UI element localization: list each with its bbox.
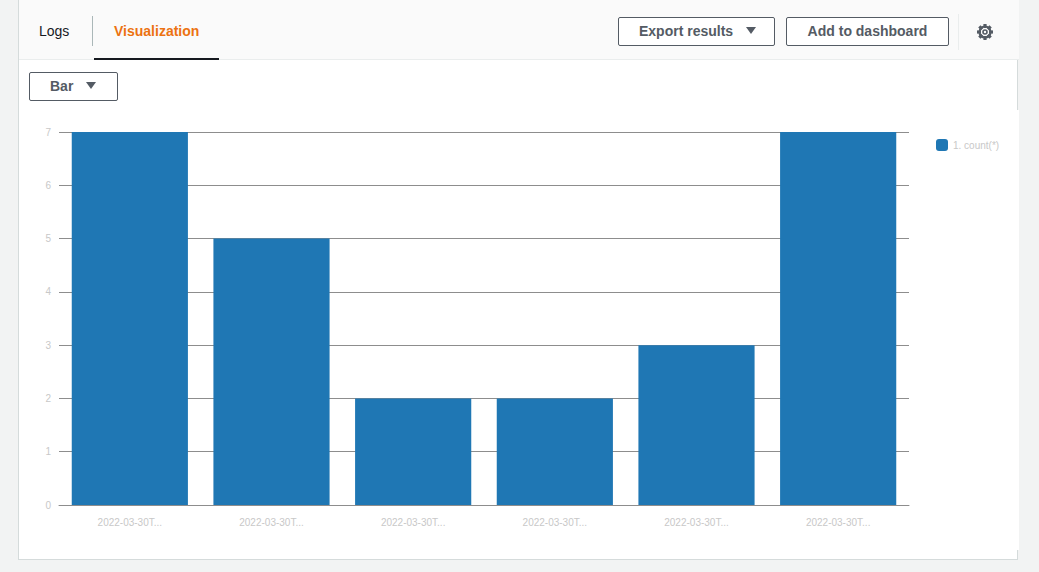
svg-text:1: 1 [45,446,51,457]
svg-text:7: 7 [45,127,51,138]
svg-text:2022-03-30T...: 2022-03-30T... [523,517,588,528]
svg-text:5: 5 [45,233,51,244]
html-text:Visualization: Visualization [114,23,200,39]
svg-text:2022-03-30T...: 2022-03-30T... [806,517,871,528]
svg-text:1. count(*): 1. count(*) [953,140,999,151]
svg-text:2022-03-30T...: 2022-03-30T... [381,517,446,528]
svg-text:2: 2 [45,393,51,404]
html-text:Logs: Logs [39,23,70,39]
svg-text:3: 3 [45,340,51,351]
html-text:Add to dashboard: Add to dashboard [807,23,928,39]
svg-text:2022-03-30T...: 2022-03-30T... [98,517,163,528]
html-text:Export results: Export results [639,23,734,39]
svg-text:6: 6 [45,180,51,191]
svg-text:2022-03-30T...: 2022-03-30T... [239,517,304,528]
svg-text:4: 4 [45,286,51,297]
html-text:Bar: Bar [50,78,74,94]
svg-text:0: 0 [45,500,51,511]
svg-text:2022-03-30T...: 2022-03-30T... [664,517,729,528]
